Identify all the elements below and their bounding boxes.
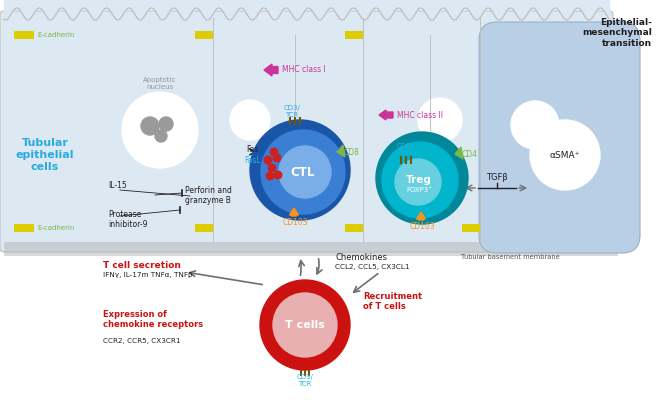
FancyBboxPatch shape	[14, 31, 34, 39]
Circle shape	[279, 146, 331, 198]
Text: TCR: TCR	[286, 112, 299, 118]
Text: Protease
inhibitor-9: Protease inhibitor-9	[108, 210, 147, 230]
Text: CD3/: CD3/	[297, 374, 313, 380]
Circle shape	[270, 148, 278, 156]
Circle shape	[261, 130, 345, 214]
Circle shape	[141, 117, 159, 135]
Text: Treg: Treg	[406, 175, 432, 185]
Text: FasL: FasL	[244, 156, 260, 165]
Text: CCL2, CCL5, CX3CL1: CCL2, CCL5, CX3CL1	[335, 264, 410, 270]
Text: TGFβ: TGFβ	[486, 174, 508, 182]
Circle shape	[382, 142, 458, 218]
Text: IFNγ, IL-17m TNFα, TNFβ: IFNγ, IL-17m TNFα, TNFβ	[103, 272, 192, 278]
FancyArrow shape	[290, 208, 299, 216]
Circle shape	[511, 101, 559, 149]
FancyArrow shape	[416, 212, 426, 220]
Text: CD4: CD4	[462, 150, 478, 159]
Text: Recruitment
of T cells: Recruitment of T cells	[363, 292, 422, 311]
Circle shape	[273, 154, 281, 162]
Text: Apoptotic
nucleus: Apoptotic nucleus	[143, 77, 176, 90]
Text: E-cadherin: E-cadherin	[37, 32, 75, 38]
Circle shape	[250, 120, 350, 220]
Text: T cell secretion: T cell secretion	[103, 261, 181, 270]
Circle shape	[530, 120, 600, 190]
Text: Tubular basement membrane: Tubular basement membrane	[461, 254, 559, 260]
Text: Epithelial-
mesenchymal
transition: Epithelial- mesenchymal transition	[582, 18, 652, 48]
Circle shape	[418, 98, 462, 142]
Circle shape	[266, 172, 274, 180]
FancyBboxPatch shape	[0, 11, 613, 252]
Circle shape	[260, 280, 350, 370]
FancyBboxPatch shape	[4, 242, 618, 256]
Text: CD103: CD103	[409, 222, 435, 231]
Text: CD3/: CD3/	[284, 105, 301, 111]
FancyBboxPatch shape	[14, 224, 34, 232]
Text: MHC class I: MHC class I	[282, 66, 326, 74]
Circle shape	[268, 164, 276, 172]
Text: Tubular
epithelial
cells: Tubular epithelial cells	[16, 138, 74, 172]
Circle shape	[155, 130, 167, 142]
Text: CD8: CD8	[344, 148, 360, 157]
FancyArrow shape	[264, 64, 278, 76]
Text: TCR: TCR	[298, 381, 312, 387]
Circle shape	[159, 117, 173, 131]
Text: CCR2, CCR5, CX3CR1: CCR2, CCR5, CX3CR1	[103, 338, 180, 344]
Text: Perforin and
granzyme B: Perforin and granzyme B	[185, 186, 232, 206]
Text: T cells: T cells	[285, 320, 325, 330]
Text: CTL: CTL	[291, 166, 315, 180]
Text: CD3/: CD3/	[397, 143, 413, 149]
Text: TCR: TCR	[399, 150, 412, 156]
Text: IL-15: IL-15	[108, 181, 127, 190]
Text: αSMA⁺: αSMA⁺	[550, 150, 580, 160]
Text: FOXP3⁺: FOXP3⁺	[406, 187, 432, 193]
Polygon shape	[337, 145, 345, 157]
Text: MHC class II: MHC class II	[397, 110, 443, 120]
Circle shape	[376, 132, 468, 224]
FancyBboxPatch shape	[195, 31, 213, 39]
Circle shape	[230, 100, 270, 140]
Text: Fas: Fas	[246, 145, 258, 154]
Text: CD103: CD103	[282, 218, 308, 227]
FancyBboxPatch shape	[345, 224, 363, 232]
FancyArrow shape	[379, 110, 393, 120]
Text: E-cadherin: E-cadherin	[37, 225, 75, 231]
Circle shape	[274, 171, 282, 179]
Text: Expression of
chemokine receptors: Expression of chemokine receptors	[103, 310, 203, 330]
FancyBboxPatch shape	[462, 224, 480, 232]
Circle shape	[264, 156, 272, 164]
Circle shape	[273, 293, 337, 357]
Circle shape	[395, 159, 441, 205]
FancyBboxPatch shape	[479, 22, 640, 253]
Polygon shape	[455, 147, 463, 159]
FancyBboxPatch shape	[345, 31, 363, 39]
FancyBboxPatch shape	[195, 224, 213, 232]
Text: Chemokines: Chemokines	[335, 253, 387, 262]
Circle shape	[122, 92, 198, 168]
